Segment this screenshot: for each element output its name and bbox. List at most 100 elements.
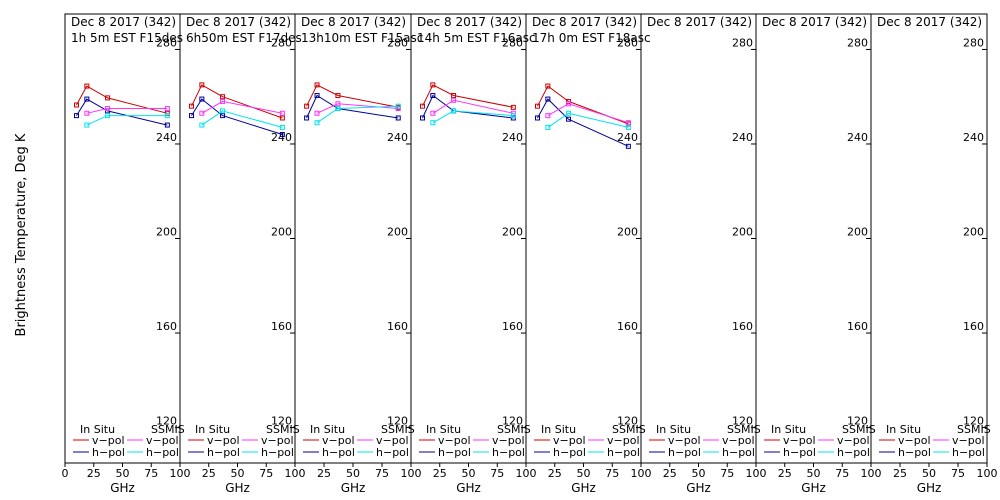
panel-title-time: 1h 5m EST F15des [71,31,183,45]
legend-insitu-h-pol-label: h−pol [207,446,240,459]
series-line-sat_h [547,112,629,128]
y-tick-label: 240 [502,131,523,144]
y-axis-label: Brightness Temperature, Deg K [14,133,29,336]
x-tick-label: 75 [375,467,389,480]
data-point-sat_h [220,108,226,114]
series-line-sat_h [316,105,399,124]
x-tick-label: 25 [893,467,907,480]
y-tick-label: 200 [271,226,292,239]
data-point-insitu_v [220,94,226,100]
data-point-insitu_v [451,93,457,99]
series-line-insitu_h [306,94,399,119]
legend-ssmis-title: SSMIS [957,423,991,436]
legend-insitu-v-pol-label: v−pol [783,434,816,447]
data-point-insitu_v [335,93,341,99]
data-point-sat_v [84,110,90,116]
y-tick-label: 120 [963,415,984,428]
legend-insitu-h-pol-label: h−pol [898,446,931,459]
legend-ssmis-h-pol-label: h−pol [376,446,409,459]
panel-6: Dec 8 2017 (342) 120 160 200 240 280 25 50 75 100… [640,13,767,495]
panel-title-date: Dec 8 2017 (342) [301,15,406,29]
panel-title-date: Dec 8 2017 (342) [647,15,752,29]
y-tick-label: 280 [156,36,177,49]
panel-title-time: 6h50m EST F17des [186,31,302,45]
y-tick-label: 240 [156,131,177,144]
x-tick-label: 75 [144,467,158,480]
y-tick-label: 160 [617,320,638,333]
legend-ssmis-v-pol-label: v−pol [492,434,525,447]
series-line-insitu_h [76,98,168,126]
data-point-insitu_h [74,113,79,119]
data-point-insitu_v [199,82,205,88]
y-tick-label: 120 [617,415,638,428]
legend-ssmis-h-pol-label: h−pol [607,446,640,459]
x-tick-label: 50 [116,467,130,480]
data-point-sat_h [314,120,320,126]
data-point-insitu_h [84,96,90,102]
series-line-sat_h [201,110,283,128]
x-tick-label: 100 [861,467,882,480]
legend-insitu-title: In Situ [310,423,345,436]
panel-1: Dec 8 2017 (342) 1h 5m EST F15des 120 160 20… [62,13,191,495]
y-tick-label: 200 [732,226,753,239]
y-tick-label: 280 [387,36,408,49]
legend-ssmis-h-pol-label: h−pol [952,446,985,459]
x-tick-label: 25 [663,467,677,480]
x-tick-label: 75 [835,467,849,480]
legend-ssmis-v-pol-label: v−pol [376,434,409,447]
data-point-insitu_h [199,96,205,102]
x-tick-label: 50 [807,467,821,480]
data-point-sat_h [430,120,436,126]
series-line-sat_h [86,115,168,126]
data-point-sat_h [510,113,516,119]
x-tick-label: 50 [577,467,591,480]
data-point-sat_v [164,106,170,112]
legend-insitu-v-pol-label: v−pol [668,434,701,447]
legend-insitu-h-pol-label: h−pol [553,446,586,459]
panel-title-time: 13h10m EST F15asc [301,31,423,45]
data-point-sat_v [335,101,341,107]
x-tick-label: 75 [720,467,734,480]
data-point-insitu_h [189,113,194,119]
legend-ssmis-h-pol-label: h−pol [261,446,294,459]
data-point-sat_h [199,122,205,128]
data-point-sat_h [545,124,551,130]
data-point-sat_h [395,103,401,109]
data-point-sat_h [84,122,90,128]
data-point-sat_h [105,113,111,119]
legend-insitu-h-pol-label: h−pol [668,446,701,459]
legend-ssmis-h-pol-label: h−pol [837,446,870,459]
series-line-sat_v [547,103,629,124]
panel-title-time: 17h 0m EST F18asc [532,31,651,45]
legend-insitu-h-pol-label: h−pol [92,446,125,459]
panel-frame [870,13,988,464]
data-point-sat_v [451,97,457,103]
x-tick-label: 25 [433,467,447,480]
y-tick-label: 160 [156,320,177,333]
y-tick-label: 280 [502,36,523,49]
y-tick-label: 200 [963,226,984,239]
data-point-insitu_v [189,103,194,109]
legend-ssmis-title: SSMIS [612,423,646,436]
data-point-sat_v [566,101,572,107]
data-point-insitu_v [545,83,551,89]
data-point-insitu_v [74,102,79,108]
panel-3: Dec 8 2017 (342) 13h10m EST F15asc 120 160 2… [294,13,423,495]
x-axis-label: GHz [686,481,711,495]
panel-4: Dec 8 2017 (342) 14h 5m EST F16asc 120 160 2… [410,13,537,495]
y-tick-label: 200 [617,226,638,239]
y-tick-label: 240 [617,131,638,144]
panel-8: Dec 8 2017 (342) 120 160 200 240 280 25 50 75 100… [870,13,998,495]
data-point-sat_v [625,120,631,126]
x-tick-label: 25 [317,467,331,480]
data-point-insitu_h [314,93,320,99]
x-tick-label: 100 [977,467,998,480]
panel-title-date: Dec 8 2017 (342) [877,15,982,29]
y-tick-label: 160 [963,320,984,333]
data-point-sat_v [199,110,205,116]
data-point-sat_h [451,108,457,114]
panel-frame [179,13,296,464]
data-point-insitu_h [430,93,436,99]
series-line-insitu_v [537,85,629,125]
legend-ssmis-h-pol-label: h−pol [492,446,525,459]
